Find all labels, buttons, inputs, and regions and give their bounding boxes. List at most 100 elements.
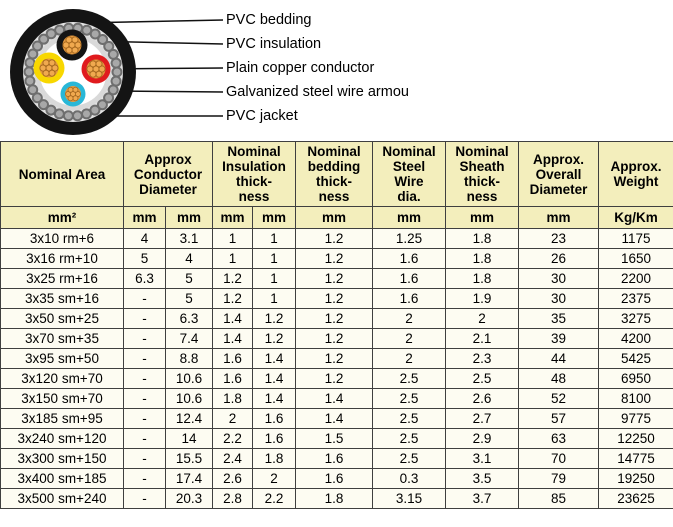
value-cell: -: [123, 468, 166, 489]
value-cell: -: [123, 368, 166, 389]
nominal-area-cell: 3x500 sm+240: [0, 488, 124, 509]
value-cell: 1.8: [252, 448, 296, 469]
value-cell: 1.6: [212, 348, 253, 369]
nominal-area-cell: 3x10 rm+6: [0, 228, 124, 249]
col-header-weight: Approx. Weight: [598, 141, 673, 207]
value-cell: 1.4: [252, 388, 296, 409]
table-row: 3x185 sm+95-12.4 2 1.6 1.4 2.5 2.7 57 9775: [0, 408, 673, 429]
value-cell: 1.6: [372, 288, 446, 309]
col-header-insulation-thickness: Nominal Insulation thick- ness: [212, 141, 296, 207]
value-cell: 35: [518, 308, 599, 329]
unit-cell: mm: [518, 206, 599, 229]
value-cell: 2200: [598, 268, 673, 289]
value-cell: 1.2: [295, 248, 373, 269]
conductor-cyan: [60, 81, 86, 107]
unit-cell: mm: [252, 206, 296, 229]
label-steel-wire-armour: Galvanized steel wire armou: [226, 84, 409, 100]
value-cell: 30: [518, 268, 599, 289]
label-pvc-insulation: PVC insulation: [226, 36, 322, 52]
value-cell: 1.9: [445, 288, 519, 309]
table-row: 3x120 sm+70-10.6 1.6 1.4 1.2 2.5 2.5 48 6950: [0, 368, 673, 389]
value-cell: 1.8: [212, 388, 253, 409]
value-cell: 1.4: [212, 308, 253, 329]
col-header-sheath-thickness: Nominal Sheath thick- ness: [445, 141, 519, 207]
value-cell: 8.8: [165, 348, 213, 369]
value-cell: 1.8: [445, 228, 519, 249]
value-cell: 30: [518, 288, 599, 309]
value-cell: 44: [518, 348, 599, 369]
col-header-conductor-diameter: Approx Conductor Diameter: [123, 141, 213, 207]
value-cell: 79: [518, 468, 599, 489]
value-cell: 3.1: [445, 448, 519, 469]
value-cell: 15.5: [165, 448, 213, 469]
value-cell: 57: [518, 408, 599, 429]
value-cell: 1: [252, 288, 296, 309]
label-pvc-jacket: PVC jacket: [226, 108, 298, 124]
value-cell: 1: [252, 248, 296, 269]
label-copper-conductor: Plain copper conductor: [226, 60, 375, 76]
value-cell: 2.5: [372, 428, 446, 449]
value-cell: 1.6: [252, 408, 296, 429]
nominal-area-cell: 3x25 rm+16: [0, 268, 124, 289]
value-cell: 2: [372, 328, 446, 349]
value-cell: 19250: [598, 468, 673, 489]
value-cell: 1: [252, 268, 296, 289]
nominal-area-cell: 3x50 sm+25: [0, 308, 124, 329]
value-cell: 1.6: [212, 368, 253, 389]
unit-cell: Kg/Km: [598, 206, 673, 229]
value-cell: 2.5: [372, 408, 446, 429]
units-row: mm² mm mm mm mm mm mm mm mm Kg/Km: [0, 206, 673, 229]
value-cell: -: [123, 448, 166, 469]
value-cell: 1: [252, 228, 296, 249]
value-cell: 5: [123, 248, 166, 269]
nominal-area-cell: 3x35 sm+16: [0, 288, 124, 309]
value-cell: 1.2: [212, 288, 253, 309]
value-cell: 1.2: [295, 288, 373, 309]
col-header-nominal-area: Nominal Area: [0, 141, 124, 207]
label-pvc-bedding: PVC bedding: [226, 12, 312, 28]
value-cell: 1.2: [252, 308, 296, 329]
value-cell: 1.4: [212, 328, 253, 349]
nominal-area-cell: 3x120 sm+70: [0, 368, 124, 389]
value-cell: -: [123, 408, 166, 429]
value-cell: 1.2: [295, 328, 373, 349]
value-cell: 2.9: [445, 428, 519, 449]
value-cell: -: [123, 288, 166, 309]
col-header-overall-diameter: Approx. Overall Diameter: [518, 141, 599, 207]
value-cell: 2.3: [445, 348, 519, 369]
value-cell: 9775: [598, 408, 673, 429]
value-cell: 4: [123, 228, 166, 249]
conductor-red: [81, 54, 111, 84]
value-cell: 1.5: [295, 428, 373, 449]
value-cell: 1.2: [212, 268, 253, 289]
value-cell: 48: [518, 368, 599, 389]
value-cell: 5425: [598, 348, 673, 369]
conductor-yellow: [33, 52, 65, 84]
value-cell: 6.3: [165, 308, 213, 329]
nominal-area-cell: 3x70 sm+35: [0, 328, 124, 349]
value-cell: 2: [252, 468, 296, 489]
header-row: Nominal Area Approx Conductor Diameter N…: [0, 141, 673, 207]
value-cell: 14: [165, 428, 213, 449]
value-cell: 2375: [598, 288, 673, 309]
table-row: 3x16 rm+10 5 4 1 1 1.2 1.6 1.8 26 1650: [0, 248, 673, 269]
value-cell: 4: [165, 248, 213, 269]
value-cell: 1: [212, 228, 253, 249]
value-cell: 1.8: [295, 488, 373, 509]
table-row: 3x400 sm+185-17.4 2.6 2 1.6 0.3 3.5 79 19250: [0, 468, 673, 489]
nominal-area-cell: 3x150 sm+70: [0, 388, 124, 409]
value-cell: 2: [212, 408, 253, 429]
col-header-bedding-thickness: Nominal bedding thick- ness: [295, 141, 373, 207]
value-cell: 1: [212, 248, 253, 269]
value-cell: 7.4: [165, 328, 213, 349]
armour-bead-highlights: [25, 24, 121, 120]
value-cell: 39: [518, 328, 599, 349]
value-cell: 3.7: [445, 488, 519, 509]
value-cell: 1.2: [252, 328, 296, 349]
nominal-area-cell: 3x400 sm+185: [0, 468, 124, 489]
table-row: 3x240 sm+120-14 2.2 1.6 1.5 2.5 2.9 63 12250: [0, 428, 673, 449]
unit-cell: mm: [445, 206, 519, 229]
value-cell: 70: [518, 448, 599, 469]
value-cell: -: [123, 308, 166, 329]
nominal-area-cell: 3x300 sm+150: [0, 448, 124, 469]
